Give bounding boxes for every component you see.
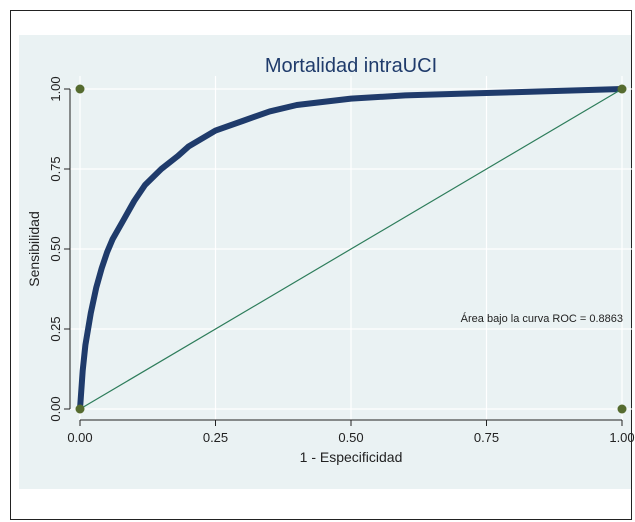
tick-labels: 0.00 0.25 0.50 0.75 1.00 0.00 0.25 0.50 0.75 1.00 bbox=[48, 76, 635, 445]
x-tick-label: 0.75 bbox=[474, 430, 499, 445]
y-tick-label: 0.00 bbox=[48, 396, 63, 421]
chart-background bbox=[19, 35, 631, 489]
grid bbox=[70, 76, 632, 420]
x-tick-label: 0.00 bbox=[67, 430, 92, 445]
auc-annotation: Área bajo la curva ROC = 0.8863 bbox=[461, 312, 623, 325]
y-tick-label: 0.25 bbox=[48, 316, 63, 341]
chart-title: Mortalidad intraUCI bbox=[265, 55, 437, 77]
corner-marker bbox=[617, 84, 627, 94]
x-tick-label: 0.50 bbox=[338, 430, 363, 445]
corner-marker bbox=[75, 84, 85, 94]
axes bbox=[64, 88, 623, 426]
series-layer bbox=[77, 86, 625, 412]
roc-curve bbox=[77, 86, 625, 412]
y-tick-label: 0.50 bbox=[48, 236, 63, 261]
y-tick-label: 1.00 bbox=[48, 76, 63, 101]
x-tick-label: 1.00 bbox=[609, 430, 634, 445]
x-tick-label: 0.25 bbox=[203, 430, 228, 445]
y-tick-label: 0.75 bbox=[48, 156, 63, 181]
x-axis-label: 1 - Especificidad bbox=[300, 449, 403, 465]
figure-frame bbox=[10, 10, 632, 520]
corner-marker bbox=[75, 404, 85, 414]
reference-line bbox=[79, 88, 623, 410]
corner-markers bbox=[75, 84, 627, 414]
y-axis-label: Sensibilidad bbox=[26, 211, 42, 287]
corner-marker bbox=[617, 404, 627, 414]
